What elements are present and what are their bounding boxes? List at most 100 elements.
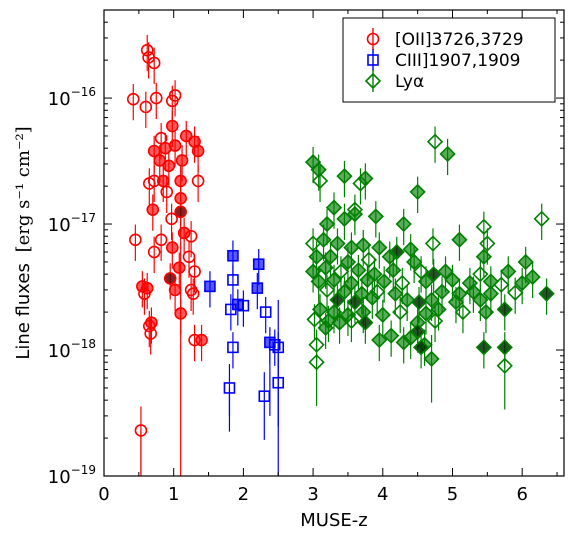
data-point-circle — [174, 205, 187, 219]
data-point-diamond — [409, 183, 426, 201]
data-point-diamond — [374, 306, 391, 324]
data-point-diamond — [412, 339, 430, 356]
data-point-diamond — [447, 293, 465, 311]
legend-marker-diamond — [364, 72, 382, 90]
data-point-square — [259, 306, 272, 318]
data-point-diamond — [304, 263, 322, 280]
x-tick-label: 5 — [447, 484, 458, 505]
data-point-diamond — [517, 253, 534, 271]
data-point-diamond — [399, 291, 416, 309]
data-point-diamond — [395, 215, 412, 233]
data-point-diamond — [433, 283, 451, 300]
data-point-circle — [156, 174, 170, 188]
legend-marker-circle — [366, 32, 380, 46]
data-point-circle — [188, 265, 201, 278]
data-point-diamond — [329, 235, 346, 252]
data-point-diamond — [364, 289, 381, 306]
data-point-circle — [174, 174, 187, 188]
data-point-circle — [129, 233, 142, 247]
y-tick-label: 10−17 — [48, 211, 96, 236]
data-point-circle — [147, 56, 161, 70]
data-point-square — [225, 303, 237, 316]
y-tick-label: 10−18 — [48, 337, 96, 362]
data-point-diamond — [475, 218, 492, 235]
data-point-circle — [163, 272, 177, 285]
data-point-diamond — [325, 271, 343, 289]
data-point-diamond — [343, 312, 360, 330]
data-point-diamond — [306, 311, 323, 328]
data-point-diamond — [472, 291, 489, 309]
data-point-diamond — [496, 339, 513, 356]
data-point-diamond — [308, 248, 325, 265]
data-point-square — [237, 299, 250, 312]
x-tick-label: 6 — [516, 484, 527, 505]
y-tick-label: 10−19 — [48, 463, 96, 488]
data-point-circle — [138, 287, 151, 300]
data-point-circle — [174, 307, 187, 320]
legend-label: Lyα — [395, 72, 424, 92]
data-point-diamond — [383, 327, 400, 344]
y-axis-label-main: Line fluxes — [13, 263, 34, 360]
data-point-diamond — [346, 293, 364, 311]
data-point-diamond — [451, 231, 468, 248]
y-tick-label: 10−16 — [48, 85, 96, 110]
data-point-diamond — [360, 251, 377, 268]
data-point-diamond — [424, 235, 442, 252]
data-point-diamond — [381, 248, 398, 265]
axis-ticks: 0 1 2 3 4 5 6 10−19 10−18 10−17 10−16 — [48, 10, 564, 505]
data-point-square — [204, 280, 216, 293]
legend-label: [OII]3726,3729 — [395, 30, 524, 50]
data-point-circle — [174, 192, 187, 205]
data-point-diamond — [417, 305, 435, 322]
data-point-square — [227, 249, 239, 262]
data-point-diamond — [514, 274, 531, 292]
data-point-circle — [195, 333, 208, 347]
data-point-diamond — [336, 168, 353, 185]
data-point-diamond — [439, 145, 456, 163]
data-point-diamond — [355, 237, 372, 254]
y-axis-label: Line fluxes [erg s⁻¹ cm⁻²] — [13, 126, 34, 359]
data-point-circle — [144, 327, 157, 340]
data-point-circle — [143, 319, 156, 333]
data-point-circle — [186, 287, 200, 300]
data-point-diamond — [394, 274, 411, 292]
data-point-diamond — [423, 291, 440, 309]
x-tick-label: 0 — [98, 484, 109, 505]
data-point-diamond — [507, 284, 524, 301]
data-point-diamond — [392, 303, 409, 321]
data-point-diamond — [317, 319, 334, 336]
data-point-diamond — [533, 210, 550, 227]
data-point-diamond — [308, 336, 325, 353]
legend-marker-square — [367, 54, 379, 66]
data-point-diamond — [385, 262, 402, 279]
x-tick-label: 2 — [238, 484, 249, 505]
data-point-diamond — [482, 285, 499, 302]
data-point-circle — [166, 119, 179, 133]
data-point-square — [272, 341, 285, 354]
data-point-diamond — [387, 285, 404, 302]
data-markers — [126, 43, 555, 437]
data-point-diamond — [352, 175, 369, 192]
data-point-circle — [139, 100, 153, 114]
data-point-diamond — [472, 266, 489, 283]
data-point-circle — [149, 91, 163, 105]
data-point-circle — [168, 283, 182, 297]
data-point-diamond — [311, 172, 329, 190]
data-point-square — [251, 282, 264, 294]
data-point-circle — [172, 261, 186, 275]
data-point-diamond — [500, 263, 517, 280]
data-point-diamond — [311, 301, 329, 318]
data-point-square — [272, 376, 285, 389]
data-point-circle — [191, 144, 205, 158]
svg-text:Line fluxes [erg s⁻¹ cm⁻: Line fluxes [erg s⁻¹ cm⁻²] — [13, 126, 34, 359]
data-point-diamond — [406, 253, 423, 271]
data-point-diamond — [454, 303, 472, 321]
data-point-diamond — [332, 263, 350, 280]
data-point-diamond — [496, 357, 513, 374]
data-point-circle — [182, 250, 196, 264]
data-point-circle — [154, 233, 168, 247]
y-axis-label-units: [erg s⁻¹ cm⁻²] — [13, 126, 34, 252]
data-point-circle — [147, 245, 161, 259]
data-point-diamond — [310, 273, 327, 290]
